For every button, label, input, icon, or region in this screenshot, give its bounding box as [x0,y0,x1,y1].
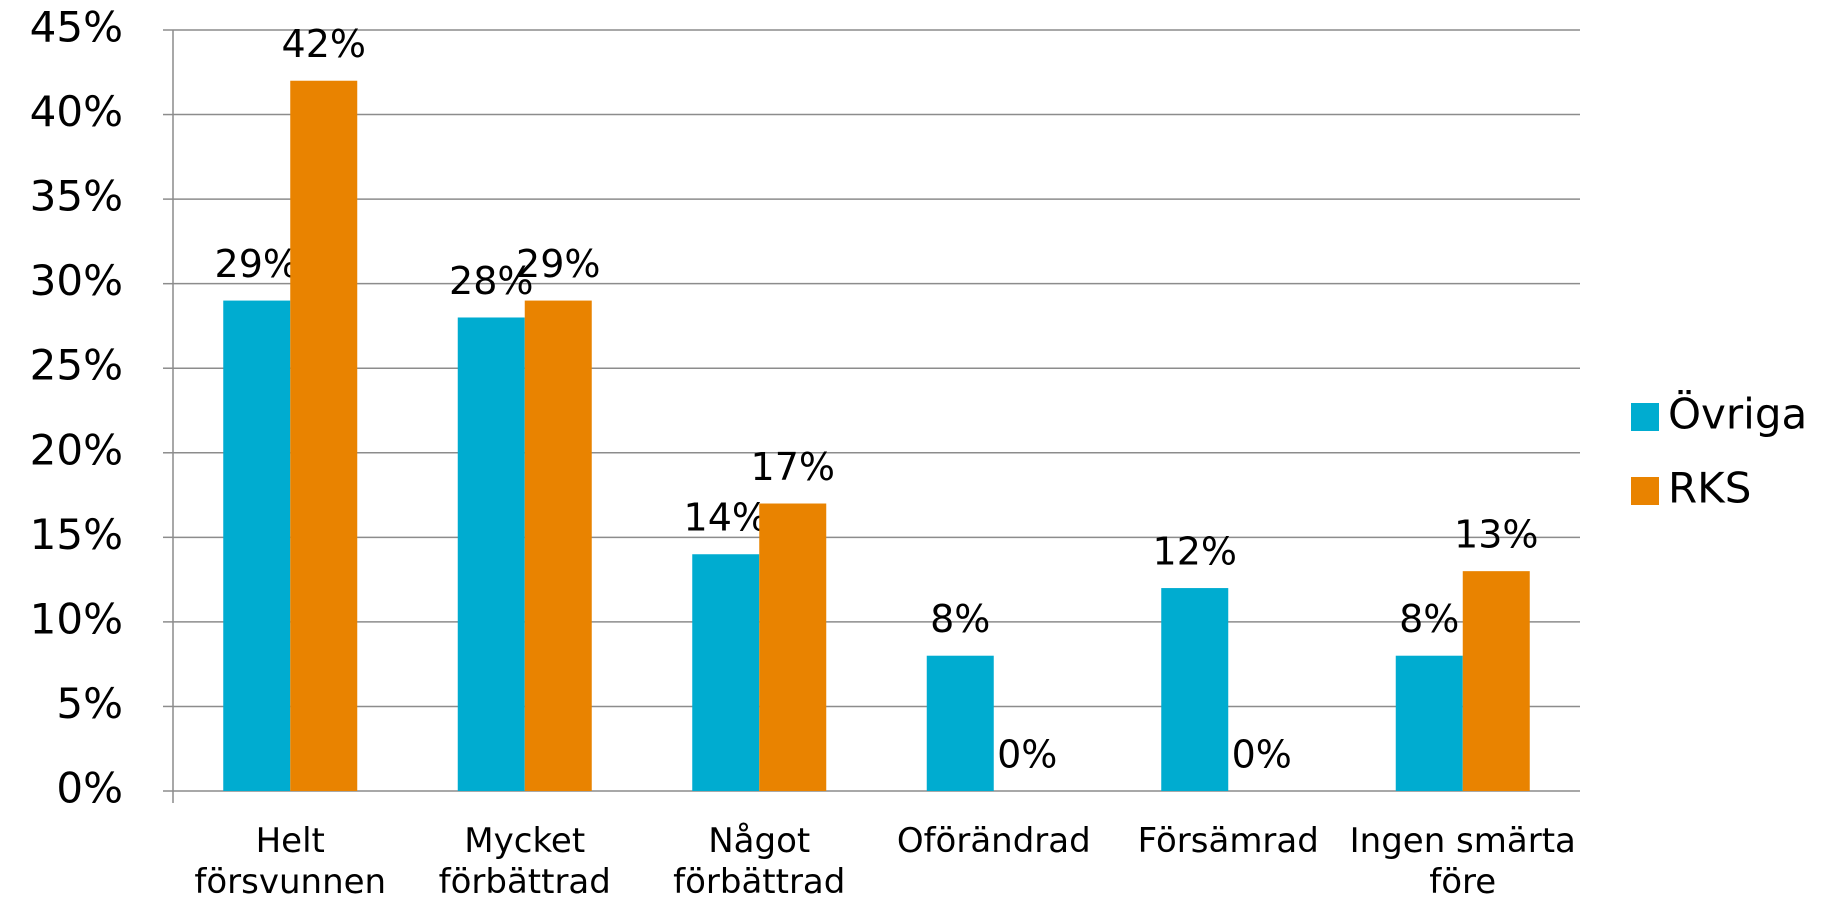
x-tick-label: Något förbättrad [673,821,846,902]
bar [926,655,994,791]
data-label: 8% [1399,597,1459,641]
y-tick-label: 30% [30,256,123,305]
data-label: 13% [1454,513,1538,557]
data-label: 29% [215,242,299,286]
bar [1395,655,1463,791]
bar [524,300,592,791]
data-label: 12% [1153,530,1237,574]
legend-label: Övriga [1668,389,1807,439]
bar [1462,571,1530,791]
legend-swatch [1631,403,1659,431]
x-tick-label: Helt försvunnen [194,821,387,902]
data-label: 17% [751,445,835,489]
x-tick-label: Mycket förbättrad [438,821,611,902]
y-tick-label: 10% [30,594,123,643]
bar [223,300,291,791]
legend-swatch [1631,477,1659,505]
bar [1161,588,1229,791]
x-tick-label: Oförändrad [896,821,1091,861]
y-tick-label: 45% [30,3,123,52]
x-tick-label: Ingen smärta före [1349,821,1576,902]
y-tick-label: 40% [30,87,123,136]
data-label: 29% [516,242,600,286]
data-label: 0% [1232,733,1292,777]
x-tick-label: Försämrad [1137,821,1319,861]
data-label: 28% [449,259,533,303]
data-label: 0% [997,733,1057,777]
y-tick-label: 20% [30,425,123,474]
bar [457,317,525,791]
y-tick-label: 0% [56,764,123,813]
legend-label: RKS [1668,464,1751,513]
data-label: 14% [684,496,768,540]
y-tick-label: 5% [56,679,123,728]
y-tick-label: 15% [30,510,123,559]
data-label: 42% [282,22,366,66]
data-label: 8% [930,597,990,641]
bar [759,503,827,791]
bar [692,554,760,791]
bar [290,80,358,791]
y-tick-label: 25% [30,341,123,390]
y-tick-label: 35% [30,172,123,221]
